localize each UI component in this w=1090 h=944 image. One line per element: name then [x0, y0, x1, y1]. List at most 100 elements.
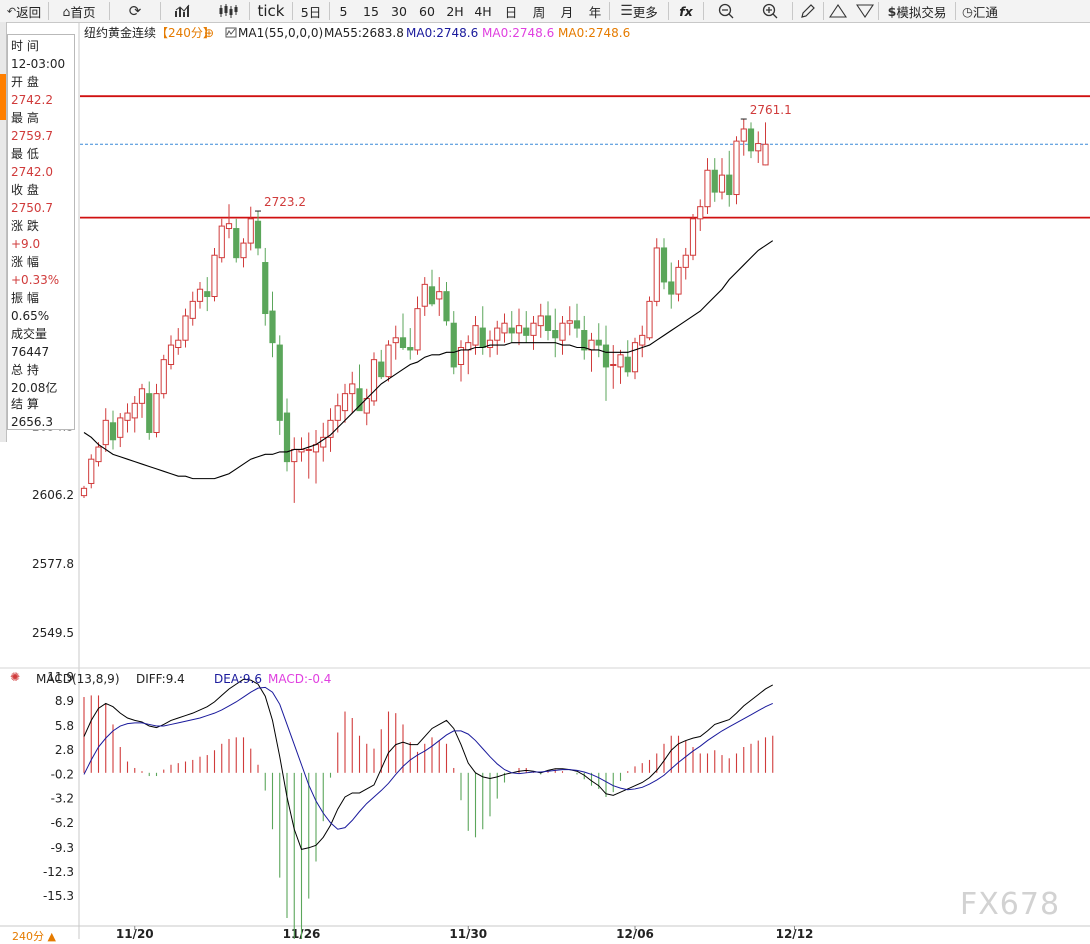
period-month[interactable]: 月 [560, 4, 574, 20]
candle-body [247, 218, 254, 244]
chevron-up-icon: ▲ [47, 930, 56, 943]
candle-body [240, 242, 247, 259]
candle-body [356, 388, 363, 412]
period-week[interactable]: 周 [532, 4, 546, 20]
candle-body [211, 254, 218, 298]
period-tag[interactable]: 240分 ▲ [12, 930, 56, 943]
candle-body [225, 223, 233, 230]
candle-body [204, 291, 211, 298]
candle-body [646, 300, 653, 339]
dollar-icon: $ [887, 3, 897, 19]
period-15min[interactable]: 15 [363, 3, 379, 19]
period-tick[interactable]: tick [257, 2, 285, 20]
high-value: 2759.7 [11, 129, 53, 143]
sim-trade-button[interactable]: $ 模拟交易 [887, 3, 947, 20]
formula-button[interactable]: fx [669, 0, 703, 22]
candle-body [595, 339, 602, 346]
candle-body [639, 334, 646, 346]
formula-icon: fx [679, 3, 693, 19]
macd-settings-icon[interactable]: ✺ [10, 670, 20, 684]
zoom-in-icon [762, 3, 778, 19]
y-tick-label: 2549.5 [32, 626, 74, 640]
period-4h[interactable]: 4H [474, 3, 492, 19]
period-2h[interactable]: 2H [446, 3, 464, 19]
refresh-button[interactable]: ⟳ [110, 0, 160, 22]
close-label: 收 盘 [11, 183, 39, 197]
candle-body [733, 140, 740, 196]
candle-body [443, 291, 450, 322]
settle-label: 结 算 [11, 397, 39, 411]
candle-body [102, 419, 109, 446]
change-label: 涨 跌 [11, 219, 39, 233]
huitong-button[interactable]: ◷ 汇通 [962, 3, 998, 20]
macd-y-tick-label: -6.2 [51, 816, 74, 830]
left-side-strip [0, 22, 7, 442]
pct-label: 涨 幅 [11, 255, 39, 269]
candle-body [508, 327, 515, 334]
period-year[interactable]: 年 [588, 4, 602, 20]
zoom-in-button[interactable] [748, 0, 792, 22]
amplitude-label: 振 幅 [11, 291, 39, 305]
divider [609, 2, 610, 20]
candle-body [378, 361, 385, 378]
chart-type-button[interactable] [161, 0, 207, 22]
candle-body [276, 344, 283, 421]
candle-body [138, 388, 146, 404]
candle-body [414, 308, 421, 351]
period-5min[interactable]: 5 [339, 3, 348, 19]
ma-icon-line [226, 28, 236, 36]
period-30min[interactable]: 30 [391, 3, 407, 19]
candle-body [146, 393, 153, 433]
candle-body [711, 169, 718, 193]
candle-body [88, 458, 95, 484]
candle-body [131, 402, 138, 419]
macd-y-tick-label: -15.3 [43, 889, 74, 903]
back-button[interactable]: ↶ 返回 [6, 4, 42, 20]
candle-body [262, 262, 269, 315]
macd-y-tick-label: 2.8 [55, 743, 74, 757]
period-5day[interactable]: 5日 [300, 4, 322, 20]
macd-y-tick-label: -3.2 [51, 792, 74, 806]
open-value: 2742.2 [11, 93, 53, 107]
candle-body [392, 337, 399, 344]
home-button[interactable]: ⌂ 首页 [62, 3, 96, 20]
candle-body [573, 320, 581, 329]
ma0-label-orange: MA0:2748.6 [558, 26, 630, 40]
divider [668, 2, 669, 20]
candle-body [494, 327, 501, 341]
candle-body [472, 325, 479, 346]
candle-body [327, 419, 334, 438]
close-value: 2750.7 [11, 201, 53, 215]
candle-body [755, 143, 762, 152]
open-interest-label: 总 持 [11, 363, 39, 377]
candle-body [501, 322, 508, 334]
triangle-down-button[interactable] [851, 0, 878, 22]
period-settings-icon[interactable]: ⊕ [204, 26, 214, 40]
triangle-down-icon [855, 4, 874, 18]
candle-body [624, 356, 631, 373]
candlestick-type-button[interactable] [207, 0, 249, 22]
annotation-label: 2761.1 [750, 103, 792, 117]
zoom-out-button[interactable] [704, 0, 748, 22]
amplitude-value: 0.65% [11, 309, 50, 323]
instrument-name: 纽约黄金连续 [84, 25, 156, 40]
draw-tool-button[interactable] [793, 0, 823, 22]
candle-body [124, 412, 131, 421]
label-layer: 2723.2 2761.1 [255, 103, 792, 212]
candle-body [153, 393, 160, 433]
period-60min[interactable]: 60 [419, 3, 435, 19]
divider [292, 2, 293, 20]
divider [109, 2, 110, 20]
ma55-line [83, 240, 774, 480]
ma-icon[interactable] [225, 27, 237, 38]
macd-y-tick-label: 5.8 [55, 719, 74, 733]
diff-line [83, 678, 773, 850]
period-day[interactable]: 日 [504, 4, 518, 20]
more-button[interactable]: ☰ 更多 [620, 3, 658, 20]
candle-body [668, 281, 675, 295]
back-arrow-icon: ↶ [6, 4, 17, 18]
pencil-icon [801, 4, 815, 18]
candle-body [320, 436, 327, 448]
triangle-up-button[interactable] [824, 0, 851, 22]
candle-body [486, 339, 494, 349]
